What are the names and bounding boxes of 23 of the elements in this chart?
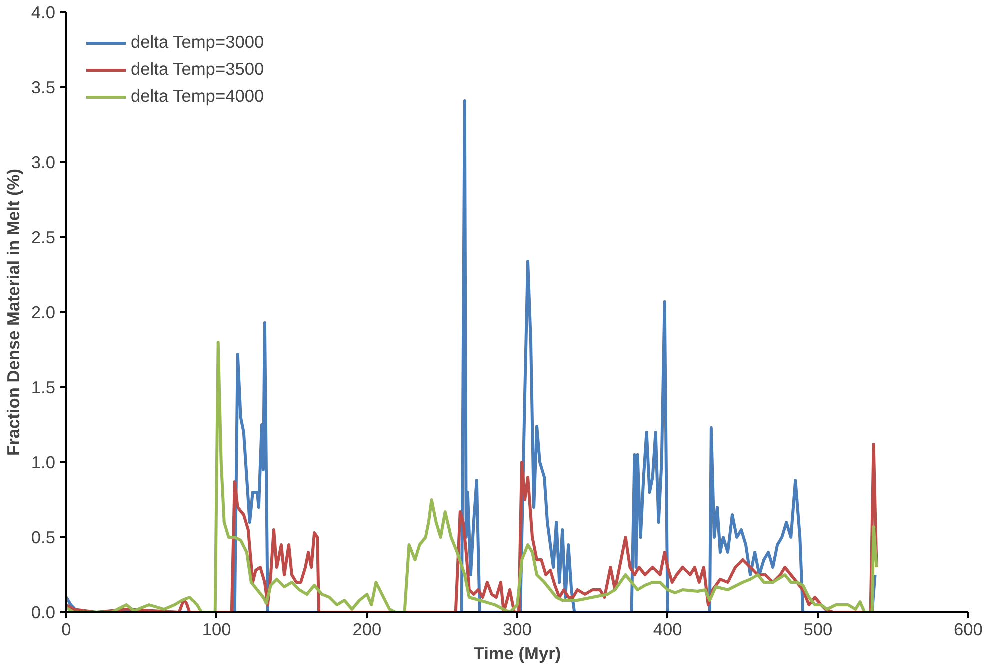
- x-tick-label: 300: [503, 620, 532, 640]
- x-tick-label: 500: [804, 620, 833, 640]
- legend-label: delta Temp=3500: [131, 59, 264, 80]
- line-series: [66, 443, 878, 612]
- y-tick-label: 3.5: [31, 78, 56, 98]
- x-tick-label: 200: [352, 620, 382, 640]
- y-tick-label: 0.0: [31, 602, 56, 622]
- x-axis-title: Time (Myr): [474, 644, 562, 664]
- x-tick-label: 400: [653, 620, 682, 640]
- y-tick-label: 2.5: [31, 228, 56, 248]
- y-tick-label: 0.5: [31, 528, 56, 548]
- y-axis-title: Fraction Dense Material in Melt (%): [3, 169, 24, 456]
- y-tick-label: 3.0: [31, 152, 56, 172]
- y-tick-label: 1.0: [31, 452, 56, 472]
- legend-label: delta Temp=3000: [131, 32, 264, 53]
- x-tick-label: 100: [202, 620, 232, 640]
- x-tick-label: 0: [62, 620, 72, 640]
- y-tick-label: 4.0: [31, 2, 56, 22]
- legend-label: delta Temp=4000: [131, 86, 264, 107]
- x-tick-label: 600: [954, 620, 983, 640]
- line-series: [66, 341, 878, 612]
- y-tick-label: 1.5: [31, 378, 56, 398]
- y-tick-label: 2.0: [31, 302, 56, 322]
